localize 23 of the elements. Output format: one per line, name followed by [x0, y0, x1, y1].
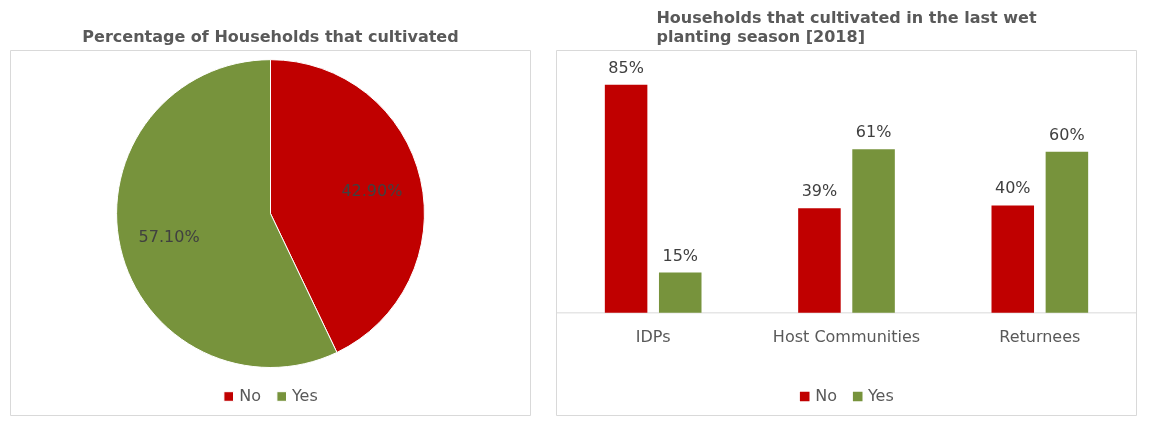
data-label: 15% [662, 245, 699, 265]
data-label: 40% [994, 178, 1031, 198]
data-label: 60% [1049, 124, 1085, 144]
data-label: 39% [801, 181, 838, 201]
bar [798, 208, 841, 313]
legend-label: No [815, 386, 837, 405]
x-tick-label: Host Communities [772, 326, 921, 346]
data-label: 42.90% [341, 180, 403, 200]
x-tick-label: IDPs [635, 326, 671, 346]
bar [604, 84, 648, 313]
legend-label: Yes [867, 386, 894, 405]
data-label: 61% [855, 122, 892, 142]
bar [658, 272, 702, 313]
chart-title: Percentage of Households that cultivated [82, 26, 459, 46]
data-label: 85% [608, 57, 644, 77]
x-tick-label: Returnees [999, 326, 1081, 346]
bar [852, 149, 895, 313]
data-label: 57.10% [138, 227, 200, 247]
bar [991, 205, 1035, 313]
chart-title: Households that cultivated in the last wet planting season [2018] [656, 7, 1037, 46]
legend-label: No [239, 386, 261, 405]
bar [1045, 151, 1089, 313]
legend-label: Yes [291, 386, 318, 405]
